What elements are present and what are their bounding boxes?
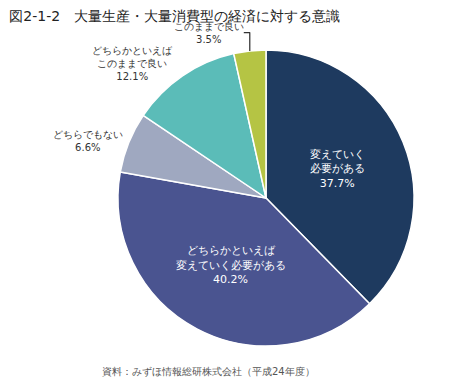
svg-text:資料：みずほ情報総研株式会社（平成24年度）: 資料：みずほ情報総研株式会社（平成24年度） (102, 366, 315, 378)
svg-text:変えていく必要がある37.7%: 変えていく必要がある37.7% (310, 148, 365, 190)
svg-text:図2-1-2 大量生産・大量消費型の経済に対する意識: 図2-1-2 大量生産・大量消費型の経済に対する意識 (9, 8, 340, 24)
svg-text:どちらかといえばこのままで良い12.1%: どちらかといえばこのままで良い12.1% (92, 45, 173, 82)
svg-text:どちらかといえば変えていく必要がある40.2%: どちらかといえば変えていく必要がある40.2% (176, 244, 286, 286)
svg-text:どちらでもない6.6%: どちらでもない6.6% (53, 129, 123, 153)
svg-text:このままで良い3.5%: このままで良い3.5% (174, 21, 244, 45)
